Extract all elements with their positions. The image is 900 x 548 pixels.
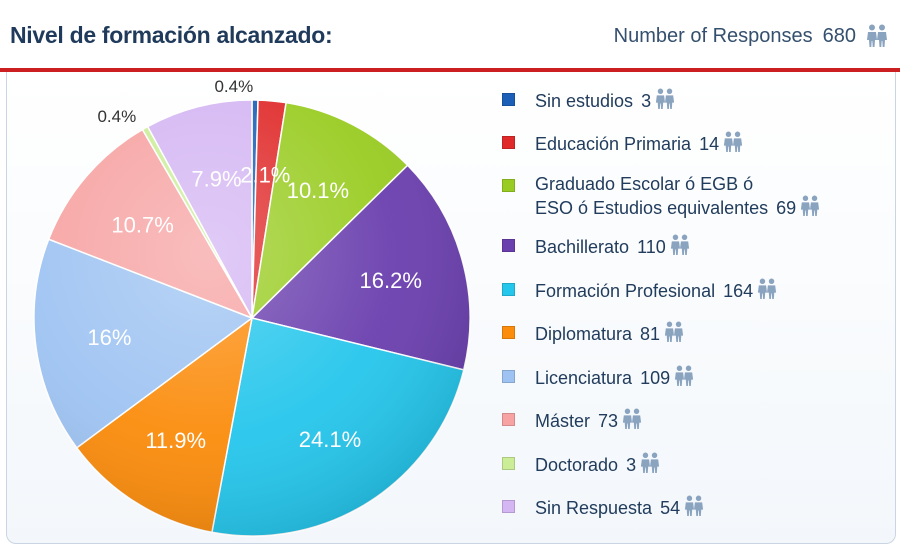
legend-count: 69 <box>776 198 797 218</box>
pie-label-licenciatura: 16% <box>87 325 131 350</box>
people-icon <box>867 24 887 47</box>
legend-item-diplomatura: Diplomatura 81 <box>502 321 684 345</box>
people-icon <box>664 321 684 342</box>
responses-label: Number of Responses <box>613 24 813 47</box>
pie-label-bachillerato: 16.2% <box>360 268 422 293</box>
legend-swatch <box>502 179 515 192</box>
people-icon <box>622 408 642 429</box>
legend-text: Graduado Escolar ó EGB ó ESO ó Estudios e… <box>535 174 820 219</box>
legend-swatch <box>502 413 515 426</box>
pie-label-sin-estudios: 0.4% <box>214 77 253 96</box>
legend-swatch <box>502 326 515 339</box>
legend-label: Diplomatura <box>535 324 633 344</box>
legend-text: Licenciatura 109 <box>535 365 694 389</box>
legend-count: 109 <box>640 368 671 388</box>
people-icon <box>675 365 694 386</box>
legend-item-sin-respuesta: Sin Respuesta 54 <box>502 495 704 519</box>
legend-label: Sin estudios <box>535 91 634 111</box>
pie-label-doctorado: 0.4% <box>97 107 136 126</box>
legend-label-line2: ESO ó Estudios equivalentes <box>535 198 769 218</box>
legend-swatch <box>502 500 515 513</box>
legend-count: 81 <box>640 324 661 344</box>
header-divider <box>0 68 900 72</box>
pie-labels: 0.4% 2.1%10.1% 16.2% 24.1% 11.9% 16% 10.7% 0.4%… <box>87 77 422 453</box>
pie-label-formacion-profesional: 24.1% <box>299 427 361 452</box>
legend-item-graduado-escolar-o-egb-o: Graduado Escolar ó EGB ó ESO ó Estudios e… <box>502 174 820 219</box>
people-icon <box>685 495 704 516</box>
legend-text: Máster 73 <box>535 408 642 432</box>
legend-swatch <box>502 239 515 252</box>
pie-chart: 0.4% 2.1%10.1% 16.2% 24.1% 11.9% 16% 10.7% 0.4%… <box>33 77 471 537</box>
people-icon <box>724 131 743 152</box>
legend-item-master: Máster 73 <box>502 408 642 432</box>
legend-item-doctorado: Doctorado 3 <box>502 452 660 476</box>
legend-swatch <box>502 370 515 383</box>
legend-text: Formación Profesional 164 <box>535 278 777 302</box>
people-icon <box>801 195 820 216</box>
legend-item-formacion-profesional: Formación Profesional 164 <box>502 278 777 302</box>
chart-header: Nivel de formación alcanzado: Number of … <box>0 0 900 70</box>
legend-text: Educación Primaria 14 <box>535 131 743 155</box>
legend-count: 110 <box>637 237 666 257</box>
legend-swatch <box>502 93 515 106</box>
legend-count: 3 <box>626 455 637 475</box>
legend-text: Bachillerato 110 <box>535 234 690 258</box>
pie-label-educacion-primaria: 2.1% <box>240 163 290 188</box>
legend-item-sin-estudios: Sin estudios 3 <box>502 88 675 112</box>
people-icon <box>655 88 675 109</box>
people-icon <box>758 278 777 299</box>
pie-label-sin-respuesta: 7.9% <box>191 167 241 192</box>
people-icon <box>640 452 660 473</box>
legend-label: Máster <box>535 411 591 431</box>
legend-label: Graduado Escolar ó EGB ó <box>535 174 754 194</box>
legend-label: Bachillerato <box>535 237 630 257</box>
pie-label-master: 10.7% <box>111 213 173 238</box>
legend-label: Doctorado <box>535 455 619 475</box>
legend-item-educacion-primaria: Educación Primaria 14 <box>502 131 743 155</box>
legend-count: 14 <box>699 134 720 154</box>
legend-swatch <box>502 457 515 470</box>
people-icon <box>670 234 689 255</box>
legend-count: 73 <box>598 411 619 431</box>
legend-label: Formación Profesional <box>535 281 716 301</box>
legend-label: Sin Respuesta <box>535 498 653 518</box>
legend-item-bachillerato: Bachillerato 110 <box>502 234 690 258</box>
legend-count: 164 <box>723 281 754 301</box>
legend-count: 54 <box>660 498 681 518</box>
legend-label: Licenciatura <box>535 368 633 388</box>
responses-count: 680 <box>822 24 856 47</box>
legend-swatch <box>502 136 515 149</box>
responses-summary: Number of Responses 680 <box>614 24 888 48</box>
pie-label-diplomatura: 11.9% <box>145 428 206 453</box>
legend-swatch <box>502 283 515 296</box>
legend-text: Sin Respuesta 54 <box>535 495 704 519</box>
legend-count: 3 <box>641 91 652 111</box>
pie-label-graduado-escolar-o-egb-o: 10.1% <box>287 178 349 203</box>
chart-title: Nivel de formación alcanzado: <box>10 22 333 48</box>
legend-label: Educación Primaria <box>535 134 692 154</box>
legend-text: Diplomatura 81 <box>535 321 684 345</box>
legend-item-licenciatura: Licenciatura 109 <box>502 365 694 389</box>
legend-text: Doctorado 3 <box>535 452 660 476</box>
legend-text: Sin estudios 3 <box>535 88 675 112</box>
